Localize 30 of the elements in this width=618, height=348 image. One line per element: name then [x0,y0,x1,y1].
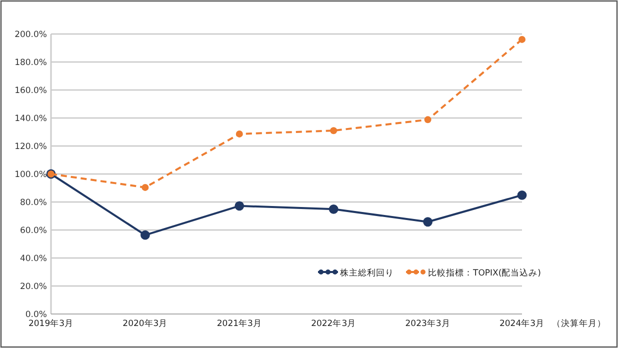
point [518,36,526,43]
x-tick-label: 2022年3月 [311,318,356,329]
x-axis-title: （決算年月） [552,318,606,329]
point [142,184,149,191]
y-tick-label: 200.0% [14,30,47,40]
y-tick-label: 180.0% [14,58,47,68]
y-tick-label: 40.0% [20,254,47,264]
y-tick-label: 20.0% [20,282,47,292]
point [328,204,338,214]
point [236,130,243,138]
point [140,230,150,240]
y-tick-label: 160.0% [14,86,47,96]
y-tick-label: 80.0% [20,198,47,208]
legend-label: 株主総利回り [339,268,394,278]
x-tick-label: 2019年3月 [28,318,74,329]
x-tick-label: 2024年3月 [499,318,545,329]
y-tick-label: 100.0% [14,170,47,180]
y-tick-label: 0.0% [25,310,47,320]
y-tick-label: 60.0% [20,226,47,236]
x-tick-label: 2021年3月 [216,318,262,329]
point [517,190,527,200]
y-tick-label: 140.0% [14,114,47,124]
point [424,116,432,124]
legend-label: 比較指標：TOPIX(配当込み) [428,268,541,278]
x-tick-label: 2020年3月 [122,318,168,329]
point [423,217,432,227]
point [330,127,338,134]
x-tick-label: 2023年3月 [405,318,450,329]
y-tick-label: 120.0% [14,142,47,152]
point [234,201,244,211]
